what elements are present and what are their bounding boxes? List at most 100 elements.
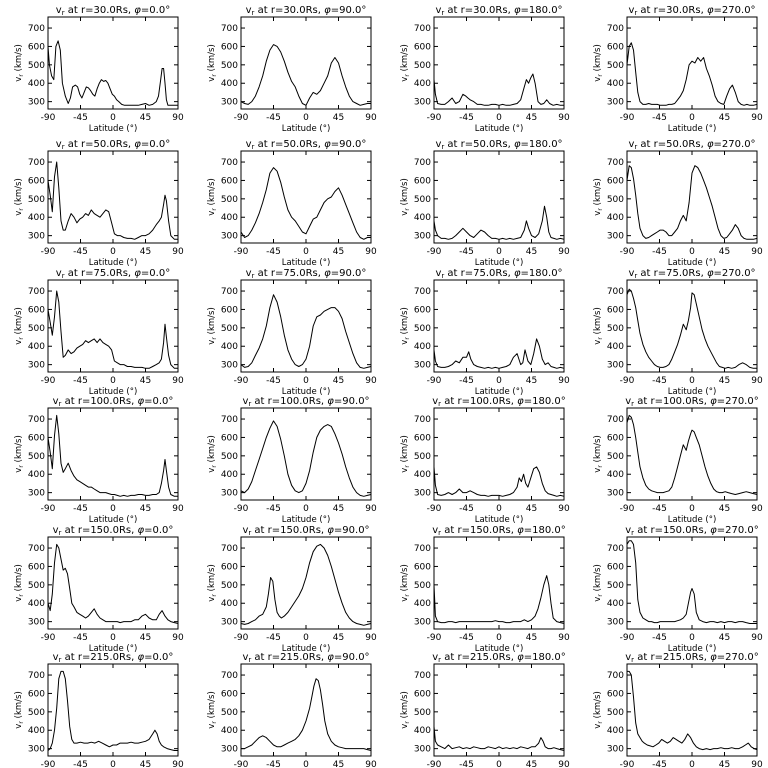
y-tick-label: 600 xyxy=(414,433,431,443)
y-tick-label: 300 xyxy=(414,618,431,628)
y-tick-label: 300 xyxy=(221,361,238,371)
x-tick-label: -45 xyxy=(266,504,281,514)
y-axis-label: vr (km/s) xyxy=(14,178,25,216)
subplot-4-2: vr at r=150.0Rs, φ=180.0° -90 -45 0 45 90 300 4… xyxy=(400,525,570,654)
x-tick-label: -90 xyxy=(41,247,56,257)
series-line xyxy=(47,40,178,106)
series-line xyxy=(47,670,178,751)
x-tick-label: 0 xyxy=(110,760,116,768)
y-tick-label: 400 xyxy=(414,342,431,352)
y-tick-label: 600 xyxy=(28,689,45,699)
y-tick-label: 600 xyxy=(607,689,624,699)
y-tick-label: 600 xyxy=(221,42,238,52)
x-tick-label: -90 xyxy=(427,247,442,257)
x-tick-label: -90 xyxy=(620,247,635,257)
plot-frame xyxy=(240,150,372,244)
x-tick-label: -45 xyxy=(73,760,88,768)
y-tick-label: 700 xyxy=(221,415,238,425)
x-tick-label: -45 xyxy=(266,247,281,257)
x-tick-label: -45 xyxy=(459,760,474,768)
x-tick-label: 0 xyxy=(496,760,502,768)
series-line xyxy=(626,540,757,624)
x-tick-label: 45 xyxy=(140,376,151,386)
x-tick-label: -45 xyxy=(266,760,281,768)
y-tick-label: 400 xyxy=(221,79,238,89)
y-tick-label: 700 xyxy=(414,287,431,297)
y-tick-label: 400 xyxy=(28,213,45,223)
series-line xyxy=(240,543,372,626)
y-axis-label: vr (km/s) xyxy=(400,435,411,473)
y-tick-label: 600 xyxy=(221,433,238,443)
y-tick-label: 700 xyxy=(414,158,431,168)
subplot-2-3: vr at r=75.0Rs, φ=270.0° -90 -45 0 45 90 300 40… xyxy=(593,268,763,397)
subplot-title: vr at r=100.0Rs, φ=0.0° xyxy=(53,396,174,408)
y-axis-label: vr (km/s) xyxy=(400,44,411,82)
y-tick-label: 300 xyxy=(28,745,45,755)
y-tick-label: 400 xyxy=(607,342,624,352)
x-tick-label: -45 xyxy=(652,633,667,643)
subplot-title: vr at r=215.0Rs, φ=270.0° xyxy=(625,652,758,664)
x-tick-label: 45 xyxy=(140,633,151,643)
y-tick-label: 400 xyxy=(28,470,45,480)
x-tick-label: -90 xyxy=(234,113,249,123)
y-tick-label: 700 xyxy=(28,158,45,168)
x-axis-label: Latitude (°) xyxy=(475,124,524,134)
x-tick-label: 0 xyxy=(496,633,502,643)
y-axis-label: vr (km/s) xyxy=(593,435,604,473)
y-tick-label: 500 xyxy=(221,61,238,71)
y-tick-label: 600 xyxy=(607,562,624,572)
x-tick-label: 45 xyxy=(140,247,151,257)
x-tick-label: 90 xyxy=(751,504,763,514)
x-tick-label: 0 xyxy=(303,113,309,123)
subplot-0-1: vr at r=30.0Rs, φ=90.0° -90 -45 0 45 90 300 400… xyxy=(207,5,377,134)
x-tick-label: -90 xyxy=(427,633,442,643)
y-tick-label: 500 xyxy=(607,61,624,71)
x-tick-label: 90 xyxy=(751,760,763,768)
y-tick-label: 700 xyxy=(414,671,431,681)
plot-frame xyxy=(626,16,758,110)
y-tick-label: 500 xyxy=(28,324,45,334)
x-tick-label: 90 xyxy=(558,504,570,514)
subplot-1-3: vr at r=50.0Rs, φ=270.0° -90 -45 0 45 90 300 40… xyxy=(593,139,763,268)
y-tick-label: 600 xyxy=(607,305,624,315)
x-axis-label: Latitude (°) xyxy=(89,258,138,268)
x-tick-label: 45 xyxy=(719,247,730,257)
x-tick-label: -90 xyxy=(620,113,635,123)
x-tick-label: 90 xyxy=(172,760,184,768)
y-axis-label: vr (km/s) xyxy=(14,691,25,729)
y-axis-label: vr (km/s) xyxy=(593,691,604,729)
y-tick-label: 300 xyxy=(607,361,624,371)
y-tick-label: 600 xyxy=(414,689,431,699)
x-axis-label: Latitude (°) xyxy=(668,644,717,654)
y-tick-label: 600 xyxy=(28,562,45,572)
series-line xyxy=(240,294,372,369)
y-tick-label: 700 xyxy=(28,544,45,554)
y-tick-label: 500 xyxy=(414,324,431,334)
x-tick-label: -45 xyxy=(652,504,667,514)
x-tick-label: 0 xyxy=(110,504,116,514)
y-tick-label: 600 xyxy=(414,562,431,572)
y-tick-label: 700 xyxy=(28,287,45,297)
subplot-5-3: vr at r=215.0Rs, φ=270.0° -90 -45 0 45 90 300 4… xyxy=(593,652,763,768)
x-tick-label: 45 xyxy=(719,760,730,768)
series-line xyxy=(47,414,178,497)
x-tick-label: 90 xyxy=(558,247,570,257)
x-tick-label: 0 xyxy=(110,376,116,386)
y-tick-label: 500 xyxy=(221,452,238,462)
y-tick-label: 400 xyxy=(607,470,624,480)
y-tick-label: 700 xyxy=(28,415,45,425)
x-tick-label: -45 xyxy=(266,113,281,123)
y-tick-label: 300 xyxy=(414,745,431,755)
y-tick-label: 700 xyxy=(607,671,624,681)
y-tick-label: 500 xyxy=(414,61,431,71)
x-tick-label: 0 xyxy=(303,376,309,386)
x-tick-label: 45 xyxy=(140,760,151,768)
subplot-title: vr at r=150.0Rs, φ=90.0° xyxy=(242,525,369,537)
y-tick-label: 300 xyxy=(28,489,45,499)
x-tick-label: 0 xyxy=(496,247,502,257)
x-tick-label: 90 xyxy=(365,113,377,123)
subplot-1-0: vr at r=50.0Rs, φ=0.0° -90 -45 0 45 90 300 400 5… xyxy=(14,139,184,268)
subplot-title: vr at r=30.0Rs, φ=270.0° xyxy=(628,5,755,17)
plot-frame xyxy=(626,536,758,630)
